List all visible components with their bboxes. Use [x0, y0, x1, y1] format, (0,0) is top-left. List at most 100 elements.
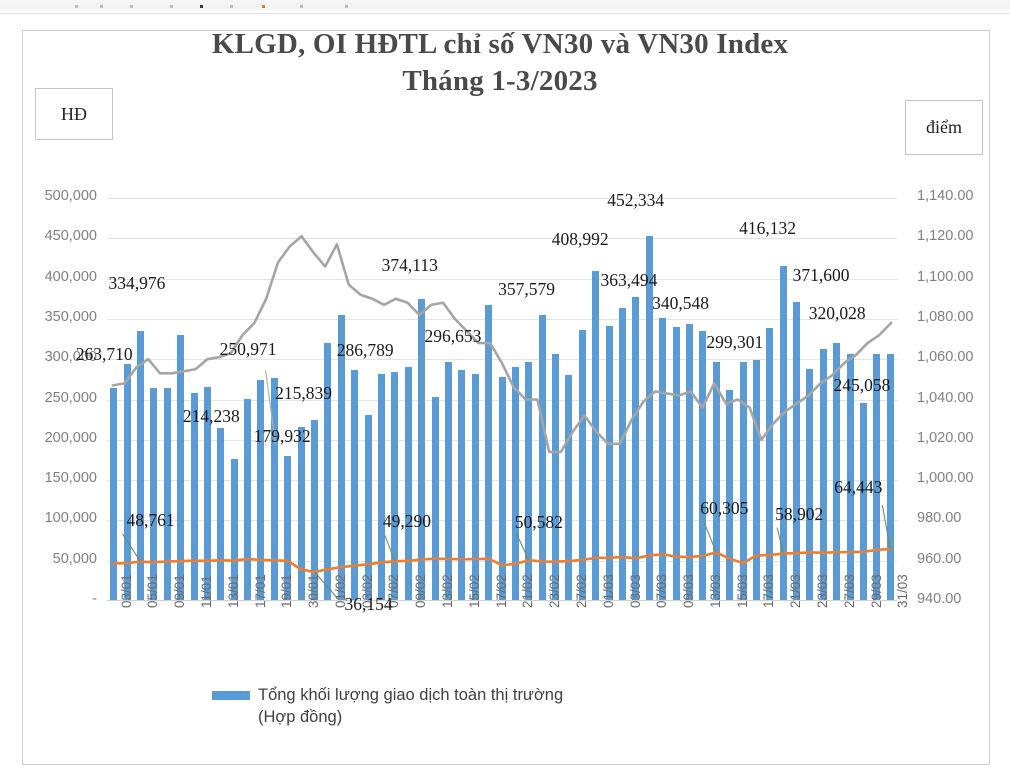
x-axis-line: [107, 600, 897, 601]
x-axis-tick: 13/03: [707, 574, 723, 608]
bar-data-label: 363,494: [600, 270, 658, 291]
x-axis-tick: 09/02: [413, 574, 429, 608]
x-axis-tick: 07/03: [654, 574, 670, 608]
bar: [699, 331, 707, 601]
bar-data-label: 214,238: [182, 406, 240, 427]
bar: [297, 427, 305, 601]
legend: Tổng khối lượng giao dịch toàn thị trườn…: [212, 684, 588, 729]
y-axis-right-tick: 1,020.00: [917, 429, 974, 446]
bar: [793, 301, 801, 601]
bar: [203, 386, 211, 601]
bar: [217, 428, 225, 601]
gridline: [107, 359, 897, 361]
bar: [886, 354, 894, 601]
bar: [431, 397, 439, 601]
bar: [230, 459, 238, 601]
bar: [364, 414, 372, 601]
bar: [404, 367, 412, 601]
bar: [645, 236, 653, 601]
y-axis-right-tick: 1,060.00: [917, 349, 974, 366]
x-axis-tick: 05/01: [145, 574, 161, 608]
bar: [163, 388, 171, 601]
bar: [873, 353, 881, 601]
bar: [418, 299, 426, 601]
bar-data-label: 416,132: [739, 217, 797, 238]
bar-data-label: 179,932: [253, 425, 311, 446]
bar: [150, 388, 158, 601]
x-axis-tick: 13/01: [225, 574, 241, 608]
x-axis-tick: 31/03: [895, 574, 911, 608]
leader-line: [703, 522, 717, 553]
chart-title-line2: Tháng 1-3/2023: [402, 65, 598, 98]
bar: [377, 373, 385, 601]
bar: [672, 326, 680, 601]
bar: [712, 362, 720, 601]
y-axis-right-tick: 940.00: [917, 591, 962, 607]
bar-series: [107, 198, 897, 601]
y-axis-right-tick: 1,120.00: [917, 228, 974, 245]
x-axis-tick: 11/01: [199, 575, 215, 608]
line-path: [111, 234, 893, 454]
bar-data-label: 320,028: [808, 303, 866, 324]
bar: [311, 419, 319, 601]
bar-data-label: 452,334: [607, 190, 665, 211]
line-path: [112, 547, 892, 574]
y-axis-left-tick: -: [92, 591, 97, 607]
x-axis-tick: 01/03: [600, 574, 616, 608]
x-axis-tick: 17/01: [252, 574, 268, 608]
bar: [806, 368, 814, 601]
bar: [525, 362, 533, 601]
oi-data-label: 50,582: [514, 512, 563, 533]
bar: [739, 362, 747, 601]
y-axis-right-tick: 1,040.00: [917, 389, 974, 406]
y-axis-right-tick: 1,080.00: [917, 308, 974, 325]
y-axis-right-tick: 1,140.00: [917, 188, 974, 204]
bar: [190, 393, 198, 601]
x-axis-tick: 27/02: [573, 574, 589, 608]
bar: [485, 305, 493, 601]
bar: [752, 359, 760, 601]
y-axis-right-tick: 1,100.00: [917, 268, 974, 285]
y-axis-left-tick: 300,000: [44, 349, 97, 366]
gridline: [107, 318, 897, 320]
bar: [860, 403, 868, 601]
bar: [578, 330, 586, 601]
bar: [779, 265, 787, 601]
bar: [552, 353, 560, 601]
leader-line: [122, 533, 141, 562]
leader-line: [776, 527, 784, 554]
bar-data-label: 250,971: [219, 338, 277, 359]
x-axis-labels: 03/01 05/01 09/01 11/01 13/01 17/01 19/01 30/01…: [107, 574, 911, 686]
bar-data-label: 357,579: [498, 278, 556, 299]
y-axis-right-tick: 1,000.00: [917, 470, 974, 487]
bar: [766, 327, 774, 601]
x-axis-tick: 17/02: [493, 574, 509, 608]
chart-title-line1: KLGD, OI HĐTL chỉ số VN30 và VN30 Index: [211, 28, 789, 60]
bar: [565, 375, 573, 601]
bar: [846, 353, 854, 601]
bar: [270, 377, 278, 601]
bar-data-label: 408,992: [551, 229, 609, 250]
gridline: [107, 238, 897, 240]
bar: [498, 376, 506, 601]
line-series-overlay: [111, 234, 893, 603]
bar: [391, 372, 399, 601]
bar: [511, 367, 519, 601]
x-axis-tick: 03/01: [118, 574, 134, 608]
x-axis-tick: 03/03: [627, 574, 643, 608]
y-axis-left-tick: 500,000: [44, 188, 97, 204]
oi-data-label: 49,290: [382, 511, 431, 532]
gridline: [107, 198, 897, 199]
legend-label-volume: Tổng khối lượng giao dịch toàn thị trườn…: [258, 686, 564, 727]
x-axis-tick: 23/03: [814, 574, 830, 608]
x-axis-tick: 13/02: [440, 574, 456, 608]
x-axis-tick: 15/03: [734, 574, 750, 608]
leader-line: [881, 504, 891, 550]
bar-data-label: 286,789: [336, 339, 394, 360]
bar-data-label: 215,839: [275, 383, 333, 404]
bar: [726, 389, 734, 601]
bar: [444, 361, 452, 601]
x-axis-tick: 15/02: [466, 574, 482, 608]
bar: [685, 323, 693, 601]
